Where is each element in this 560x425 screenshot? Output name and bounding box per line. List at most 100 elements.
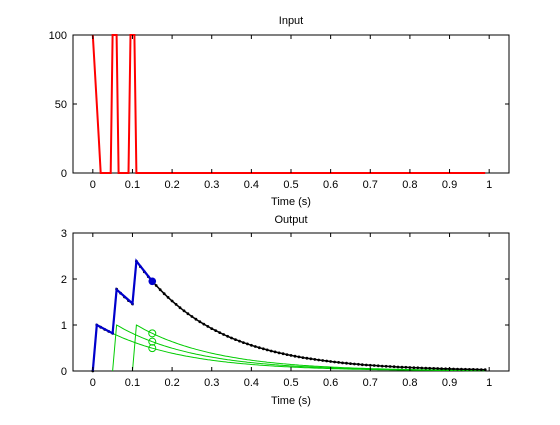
y-tick-label: 2 — [61, 274, 67, 286]
summed-response-point — [226, 334, 230, 338]
input-y-ticks: 0 50 100 — [49, 30, 509, 180]
x-tick-label: 0.5 — [283, 377, 298, 389]
x-tick-label: 0.1 — [125, 179, 140, 191]
x-tick-label: 0.7 — [363, 377, 378, 389]
y-tick-label: 1 — [61, 320, 67, 332]
summed-response-point — [313, 358, 317, 361]
y-tick-label: 0 — [61, 168, 67, 180]
pulse-response-marker-3 — [148, 329, 157, 338]
summed-response-point — [428, 366, 432, 370]
summed-response-point — [345, 361, 348, 365]
x-tick-label: 0.9 — [442, 377, 457, 389]
summed-response-point — [396, 365, 400, 369]
summed-response-point — [372, 364, 376, 367]
output-axes-frame — [72, 232, 510, 372]
summed-response-point — [432, 367, 436, 370]
summed-response-point — [170, 299, 174, 303]
summed-response-point — [388, 365, 392, 368]
summed-response-point — [202, 322, 206, 326]
summed-response-point — [440, 367, 443, 371]
summed-response-point — [460, 367, 463, 371]
summed-response-point — [162, 292, 166, 296]
summed-response-point — [218, 331, 222, 334]
input-plot-area — [91, 34, 486, 174]
summed-response-point — [341, 361, 344, 365]
summed-response-point — [210, 327, 214, 330]
summed-response-point — [380, 364, 384, 368]
summed-response-point — [321, 359, 325, 362]
summed-response-point — [246, 342, 249, 346]
summed-response-point — [178, 306, 182, 310]
pulse-response-marker-2 — [148, 337, 157, 346]
summed-response-point — [325, 359, 329, 363]
input-x-axis-label: Time (s) — [271, 196, 311, 208]
summed-response-point — [475, 368, 479, 371]
y-tick-label: 0 — [61, 366, 67, 378]
summed-response-point — [444, 367, 447, 371]
x-tick-label: 0.8 — [402, 377, 417, 389]
x-tick-label: 0.9 — [442, 179, 457, 191]
summed-response-point — [329, 360, 332, 363]
summed-response-point — [400, 365, 404, 369]
x-tick-label: 0 — [90, 179, 96, 191]
highlighted-response-marker — [148, 277, 157, 286]
output-x-axis-label: Time (s) — [271, 395, 311, 407]
input-axes-frame — [72, 34, 510, 174]
summed-response-point — [253, 345, 257, 348]
pulse-response-line-2 — [112, 324, 486, 372]
y-tick-label: 50 — [55, 99, 67, 111]
summed-response-point — [376, 364, 380, 368]
summed-response-point — [281, 352, 285, 356]
summed-response-point — [186, 312, 190, 316]
x-tick-label: 0.7 — [363, 179, 378, 191]
summed-response-point — [436, 367, 440, 370]
x-tick-label: 0.2 — [164, 377, 179, 389]
output-title: Output — [274, 214, 307, 226]
summed-response-point — [289, 354, 293, 357]
summed-response-point — [301, 356, 305, 359]
highlighted-response-line — [91, 258, 154, 372]
summed-response-point — [333, 360, 336, 364]
x-tick-label: 0 — [90, 377, 96, 389]
summed-response-point — [364, 363, 368, 367]
x-tick-label: 0.8 — [402, 179, 417, 191]
summed-response-point — [309, 357, 313, 361]
summed-response-point — [317, 358, 321, 362]
x-tick-label: 0.4 — [244, 377, 259, 389]
input-x-ticks: 0 0.1 0.2 0.3 0.4 0.5 0.6 0.7 0.8 0.9 1 — [90, 35, 492, 191]
summed-response-point — [368, 363, 372, 367]
summed-response-line — [92, 259, 486, 372]
summed-response-point — [174, 303, 178, 306]
summed-response-point — [257, 346, 261, 350]
summed-response-point — [479, 368, 483, 371]
output-plot-area — [91, 258, 487, 373]
summed-response-point — [214, 329, 218, 332]
output-panel: Output 0 0.1 0.2 0.3 0.4 0.5 0.6 0.7 0.8 0.9 1 0 1 2… — [61, 214, 510, 407]
summed-response-point — [222, 333, 226, 336]
summed-response-point — [269, 349, 273, 353]
summed-response-point — [198, 320, 202, 324]
summed-response-point — [182, 309, 186, 313]
x-tick-label: 0.3 — [204, 377, 219, 389]
summed-response-point — [158, 288, 162, 292]
summed-response-point — [420, 366, 424, 370]
pulse-response-marker-1 — [148, 344, 157, 353]
x-tick-label: 0.4 — [244, 179, 259, 191]
summed-response-point — [357, 362, 360, 366]
summed-response-point — [349, 362, 352, 365]
input-panel: Input 0 0.1 0.2 0.3 0.4 0.5 0.6 0.7 0.8 0.9 1 0 50 1… — [49, 15, 510, 208]
summed-response-point — [261, 347, 265, 351]
x-tick-label: 1 — [486, 377, 492, 389]
summed-response-point — [265, 348, 269, 352]
summed-response-point — [238, 339, 241, 343]
x-tick-label: 0.6 — [323, 179, 338, 191]
x-tick-label: 0.5 — [283, 179, 298, 191]
output-y-ticks: 0 1 2 3 — [61, 228, 509, 378]
input-title: Input — [279, 15, 303, 27]
x-tick-label: 0.6 — [323, 377, 338, 389]
summed-response-point — [190, 315, 194, 318]
summed-response-point — [273, 350, 277, 354]
summed-response-point — [297, 355, 301, 359]
summed-response-point — [404, 365, 408, 369]
